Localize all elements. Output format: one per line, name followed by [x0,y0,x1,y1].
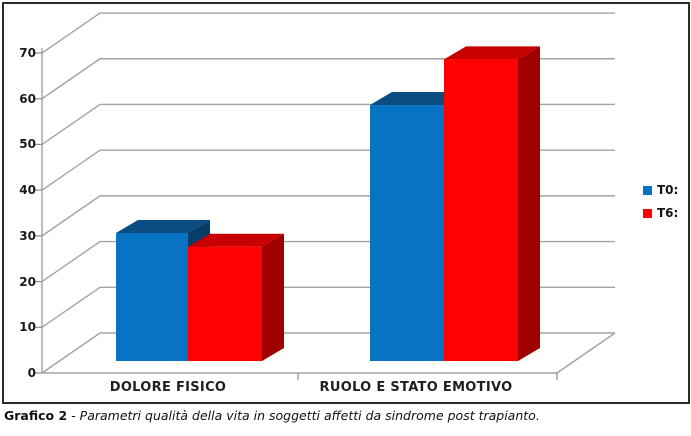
legend: T0: T6: [643,184,678,219]
bar-t0-ruolo-e-stato-emotivo-front [370,105,444,361]
bar-t0-dolore-fisico-top [116,220,210,234]
bar-t6-dolore-fisico-side [262,233,284,361]
y-axis-tick-label-50: 50 [19,137,36,152]
category-label-dolore-fisico: DOLORE FISICO [109,380,227,395]
bar-t6-dolore-fisico-top [188,233,284,247]
y-axis-tick-label-20: 20 [19,274,36,289]
legend-item-t0: T0: [643,184,678,196]
gridline-70 [41,12,615,54]
bar-t6-ruolo-e-stato-emotivo-top [444,46,540,60]
legend-label-t0: T0: [657,183,679,197]
caption-label: Grafico 2 [4,408,68,423]
bar-t0-dolore-fisico-front [116,233,188,361]
floor-right-edge [556,332,616,374]
caption-text: - Parametri qualità della vita in sogget… [71,408,540,423]
legend-swatch-t0-icon [643,185,652,195]
bar-t6-ruolo-e-stato-emotivo-side [518,46,540,362]
legend-item-t6: T6: [643,207,678,219]
legend-swatch-t6-icon [643,208,652,218]
figure-caption: Grafico 2- Parametri qualità della vita … [4,408,687,423]
bar-t6-ruolo-e-stato-emotivo-front [444,59,518,362]
y-axis-tick-label-10: 10 [19,320,36,335]
bar-t6-dolore-fisico-front [188,246,262,361]
y-axis-tick-label-70: 70 [19,46,36,61]
bar-t0-ruolo-e-stato-emotivo-top [370,92,466,106]
y-axis-tick-label-60: 60 [19,91,36,106]
gridline-60 [41,58,615,100]
y-axis-tick-label-0: 0 [27,366,36,380]
y-axis-tick-label-30: 30 [19,228,36,243]
y-axis-tick-label-40: 40 [19,183,36,198]
legend-label-t6: T6: [657,206,679,220]
category-label-ruolo-e-stato-emotivo: RUOLO E STATO EMOTIVO [319,380,513,395]
